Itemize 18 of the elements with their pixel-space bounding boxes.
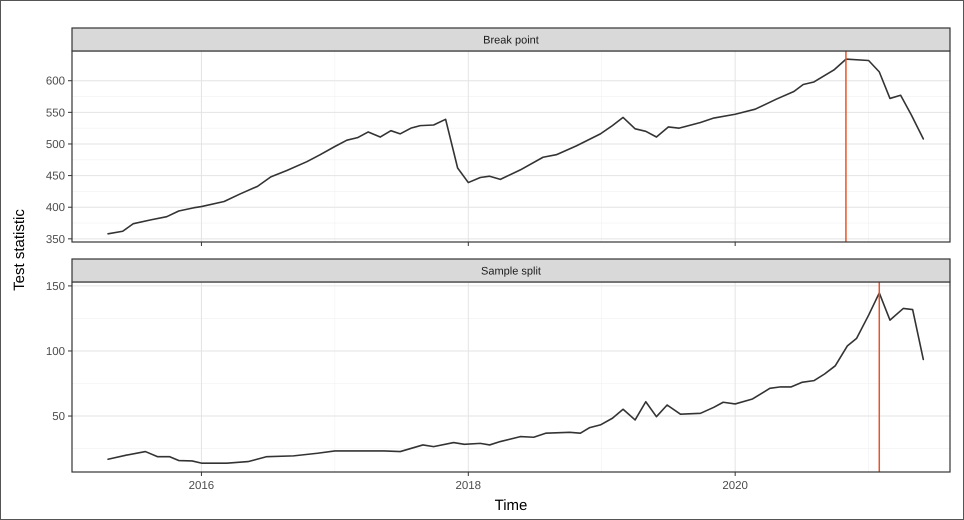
line-series bbox=[107, 58, 924, 235]
chart-title: Break point bbox=[483, 34, 539, 46]
y-axis-title: Test statistic bbox=[11, 208, 28, 291]
x-tick-label: 2018 bbox=[456, 480, 482, 492]
y-tick-label: 450 bbox=[46, 170, 65, 183]
chart-title: Sample split bbox=[481, 266, 541, 278]
y-tick-label: 100 bbox=[46, 346, 65, 358]
x-tick-label: 2020 bbox=[722, 480, 748, 492]
y-tick-label: 400 bbox=[46, 202, 65, 214]
y-tick-label: 50 bbox=[52, 411, 65, 424]
y-tick-label: 550 bbox=[46, 107, 65, 120]
y-tick-label: 500 bbox=[46, 138, 65, 151]
y-tick-label: 350 bbox=[46, 234, 65, 246]
x-tick-label: 2016 bbox=[188, 480, 214, 492]
y-tick-label: 600 bbox=[46, 76, 65, 88]
x-axis-title: Time bbox=[494, 497, 528, 514]
y-tick-label: 150 bbox=[46, 280, 65, 293]
line-series bbox=[107, 292, 924, 464]
